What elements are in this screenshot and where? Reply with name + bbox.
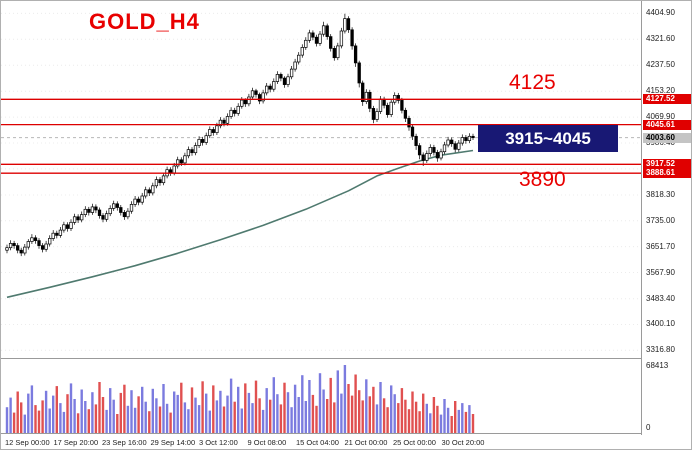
- time-tick: 9 Oct 08:00: [247, 438, 287, 447]
- time-tick: 21 Oct 00:00: [344, 438, 388, 447]
- price-tick: 4069.90: [646, 112, 675, 122]
- price-tick: 4321.60: [646, 34, 675, 44]
- range-annotation-box: 3915~4045: [478, 125, 618, 152]
- price-tick: 4237.50: [646, 60, 675, 70]
- symbol-label: GOLD_H4: [89, 9, 200, 34]
- time-tick: 12 Sep 00:00: [5, 438, 50, 447]
- volume-min-label: 0: [646, 423, 651, 432]
- volume-max-label: 68413: [646, 361, 669, 370]
- time-tick: 15 Oct 04:00: [296, 438, 339, 447]
- price-tick: 4153.20: [646, 86, 675, 96]
- price-tick: 3651.70: [646, 241, 675, 251]
- level-price-badge: 4127.52: [643, 94, 691, 105]
- time-tick: 3 Oct 12:00: [199, 438, 238, 447]
- current-price-badge: 4003.60: [643, 132, 691, 143]
- price-tick: 3735.00: [646, 215, 675, 225]
- time-tick: 29 Sep 14:00: [150, 438, 196, 447]
- level-price-badge: 4045.61: [643, 119, 691, 130]
- volume-pane[interactable]: [1, 358, 641, 434]
- volume-bars: [5, 365, 475, 433]
- price-tick: 3316.80: [646, 345, 675, 355]
- price-tick: 3567.90: [646, 267, 675, 277]
- price-tick: 3483.40: [646, 293, 675, 303]
- support-level-label: 3890: [519, 168, 566, 191]
- price-chart-pane[interactable]: GOLD_H4 4125 3915~4045 3890: [1, 1, 641, 357]
- price-axis[interactable]: 68413 0 4404.90 4321.60 4237.50 4153.20 4069…: [641, 1, 691, 435]
- price-tick: 3400.10: [646, 319, 675, 329]
- price-tick: 3818.30: [646, 190, 675, 199]
- time-axis[interactable]: 12 Sep 00:00 17 Sep 20:00 23 Sep 16:00 29 S…: [1, 435, 641, 449]
- range-label: 3915~4045: [505, 128, 591, 148]
- level-price-badge: 3917.52: [643, 159, 691, 170]
- time-tick: 17 Sep 20:00: [53, 438, 99, 447]
- time-tick: 23 Sep 16:00: [102, 438, 147, 447]
- time-tick: 30 Oct 20:00: [441, 438, 485, 447]
- level-price-badge: 3888.61: [643, 168, 691, 179]
- price-tick: 4404.90: [646, 8, 675, 18]
- candlestick-chart[interactable]: [1, 1, 641, 357]
- resistance-level-label: 4125: [509, 71, 556, 94]
- time-tick: 25 Oct 00:00: [393, 438, 436, 447]
